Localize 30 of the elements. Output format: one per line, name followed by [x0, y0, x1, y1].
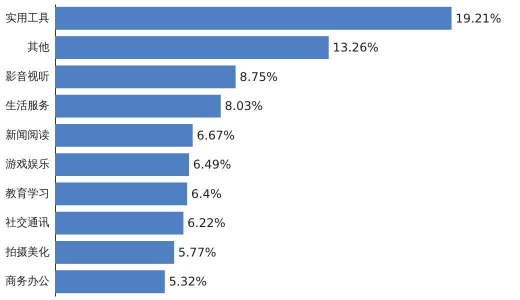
- data-label: 6.67%: [196, 128, 235, 142]
- data-label: 6.49%: [192, 158, 232, 172]
- data-label: 6.22%: [187, 216, 226, 230]
- data-label: 8.03%: [224, 99, 263, 114]
- data-label: 19.21%: [456, 11, 502, 26]
- y-tick-label: 生活服务: [6, 99, 50, 112]
- y-tick-label: 影音视听: [6, 70, 50, 83]
- bar: [55, 153, 189, 176]
- bar: [55, 6, 452, 30]
- bar: [55, 65, 236, 88]
- y-tick-label: 商务办公: [6, 274, 50, 288]
- data-label: 5.32%: [168, 274, 207, 289]
- bar: [55, 212, 184, 235]
- bar: [55, 94, 221, 118]
- y-tick-label: 拍摄美化: [4, 245, 50, 258]
- data-label: 8.75%: [240, 70, 278, 84]
- bar: [55, 182, 188, 206]
- data-label: 13.26%: [332, 40, 378, 55]
- y-tick-label: 其他: [28, 40, 50, 54]
- data-label: 6.4%: [191, 186, 222, 201]
- data-label: 5.77%: [178, 245, 216, 260]
- bar: [55, 36, 329, 60]
- bar: [55, 270, 165, 294]
- y-tick-label: 教育学习: [6, 186, 50, 200]
- y-tick-label: 实用工具: [6, 11, 50, 24]
- y-tick-label: 新闻阅读: [6, 128, 50, 142]
- y-tick-label: 社交通讯: [6, 216, 50, 230]
- bar: [55, 124, 193, 147]
- bar: [55, 240, 174, 264]
- y-tick-label: 游戏娱乐: [6, 158, 50, 171]
